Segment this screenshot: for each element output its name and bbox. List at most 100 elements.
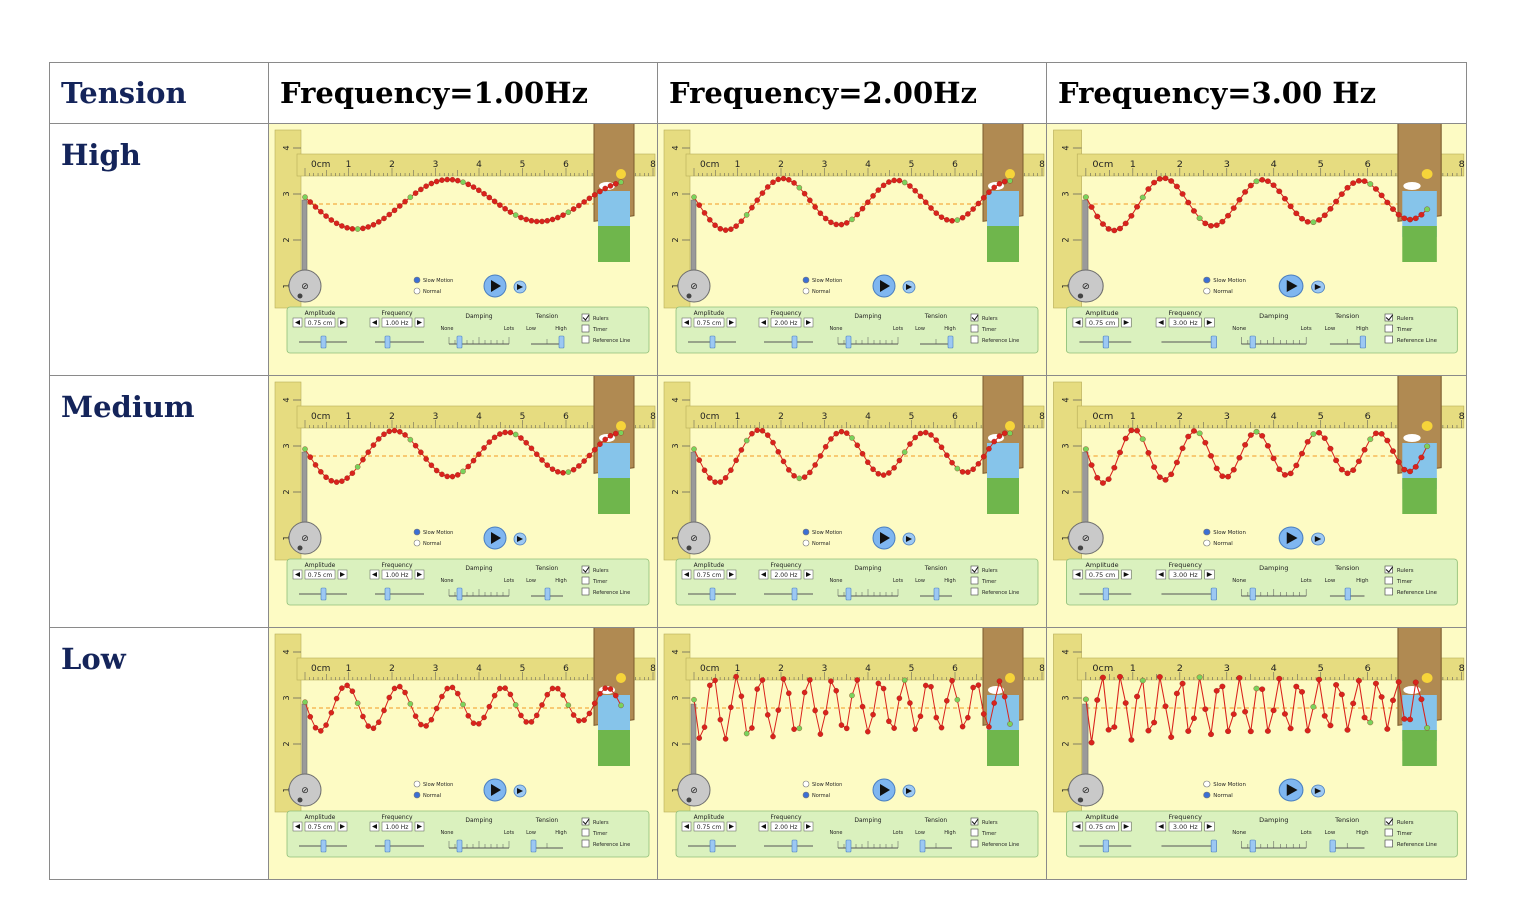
tension-slider-thumb[interactable] — [530, 839, 537, 853]
frequency-slider-thumb[interactable] — [1210, 335, 1217, 349]
checkbox[interactable] — [581, 324, 590, 333]
tension-slider-thumb[interactable] — [933, 587, 940, 601]
checkbox[interactable] — [581, 817, 590, 826]
checkbox[interactable] — [581, 565, 590, 574]
slow-motion-radio[interactable] — [1203, 780, 1211, 788]
tension-slider-thumb[interactable] — [544, 587, 551, 601]
ruler-label: 6 — [1365, 663, 1371, 674]
frequency-slider-thumb[interactable] — [791, 335, 798, 349]
checkbox[interactable] — [1384, 817, 1393, 826]
bead — [397, 203, 403, 209]
checkbox[interactable] — [1384, 587, 1393, 596]
normal-radio[interactable] — [802, 539, 810, 547]
normal-radio[interactable] — [802, 791, 810, 799]
checkbox[interactable] — [1384, 335, 1393, 344]
bead — [696, 202, 703, 208]
tension-slider-thumb[interactable] — [1359, 335, 1366, 349]
amplitude-slider-thumb[interactable] — [1102, 587, 1109, 601]
normal-radio[interactable] — [413, 791, 421, 799]
tension-slider-thumb[interactable] — [947, 335, 954, 349]
checkbox[interactable] — [581, 839, 590, 848]
frequency-slider-thumb[interactable] — [384, 839, 391, 853]
slow-motion-radio[interactable] — [802, 276, 810, 284]
slow-motion-radio[interactable] — [413, 276, 421, 284]
bead — [407, 194, 414, 200]
normal-radio[interactable] — [1203, 791, 1211, 799]
amplitude-slider-thumb[interactable] — [709, 335, 716, 349]
damping-slider-thumb[interactable] — [845, 839, 852, 853]
normal-radio[interactable] — [1203, 287, 1211, 295]
amplitude-slider-thumb[interactable] — [709, 587, 716, 601]
tension-slider-thumb[interactable] — [1344, 587, 1351, 601]
normal-radio[interactable] — [1203, 539, 1211, 547]
checkbox[interactable] — [581, 313, 590, 322]
tension-slider-thumb[interactable] — [919, 839, 926, 853]
checkbox[interactable] — [1384, 313, 1393, 322]
bead — [1276, 466, 1283, 473]
amplitude-slider-thumb[interactable] — [709, 839, 716, 853]
wave-sim-high-2hz: 4 3 2 1 0cm 1 2 3 4 5 6 8 ⊘ Slow Motion Normal Amplitud… — [658, 124, 1046, 375]
damping-slider-thumb[interactable] — [1249, 587, 1256, 601]
wheel-handle — [297, 545, 303, 551]
header-cell-freq3: Frequency=3.00 Hz — [1046, 62, 1467, 124]
checkbox[interactable] — [970, 565, 979, 574]
normal-radio[interactable] — [802, 287, 810, 295]
normal-radio[interactable] — [413, 539, 421, 547]
damping-lots-label: Lots — [1301, 830, 1312, 836]
checkbox[interactable] — [1384, 839, 1393, 848]
window-grass — [987, 478, 1019, 514]
damping-slider-thumb[interactable] — [1249, 335, 1256, 349]
tension-label: Tension — [535, 313, 559, 320]
ruler-label: 5 — [909, 664, 915, 674]
frequency-slider-thumb[interactable] — [1210, 839, 1217, 853]
amplitude-slider-thumb[interactable] — [320, 335, 327, 349]
slow-motion-radio[interactable] — [1203, 528, 1211, 536]
amplitude-slider-thumb[interactable] — [1102, 335, 1109, 349]
slow-motion-radio[interactable] — [413, 780, 421, 788]
checkbox[interactable] — [970, 335, 979, 344]
frequency-slider-thumb[interactable] — [384, 335, 391, 349]
checkbox-label: Timer — [981, 327, 997, 333]
checkbox[interactable] — [1384, 324, 1393, 333]
checkbox[interactable] — [1384, 565, 1393, 574]
bead — [1270, 182, 1277, 188]
amplitude-slider-thumb[interactable] — [1102, 839, 1109, 853]
checkbox[interactable] — [581, 576, 590, 585]
slow-motion-radio[interactable] — [802, 780, 810, 788]
amplitude-slider-thumb[interactable] — [320, 839, 327, 853]
checkbox[interactable] — [1384, 576, 1393, 585]
damping-slider-thumb[interactable] — [456, 839, 463, 853]
checkbox[interactable] — [970, 313, 979, 322]
checkbox[interactable] — [581, 335, 590, 344]
checkbox[interactable] — [581, 828, 590, 837]
damping-slider-thumb[interactable] — [456, 587, 463, 601]
frequency-slider-thumb[interactable] — [791, 839, 798, 853]
checkbox[interactable] — [1384, 828, 1393, 837]
checkbox[interactable] — [970, 839, 979, 848]
frequency-slider-thumb[interactable] — [1210, 587, 1217, 601]
normal-radio[interactable] — [413, 287, 421, 295]
checkbox[interactable] — [581, 587, 590, 596]
amplitude-slider-thumb[interactable] — [320, 587, 327, 601]
slow-motion-radio[interactable] — [1203, 276, 1211, 284]
bead — [1099, 221, 1106, 227]
amplitude-label: Amplitude — [694, 814, 725, 821]
checkbox[interactable] — [970, 576, 979, 585]
frequency-slider-thumb[interactable] — [384, 587, 391, 601]
checkbox[interactable] — [970, 828, 979, 837]
bead — [1412, 679, 1419, 686]
frequency-slider-thumb[interactable] — [791, 587, 798, 601]
tension-slider-thumb[interactable] — [558, 335, 565, 349]
damping-slider-thumb[interactable] — [845, 335, 852, 349]
amplitude-label: Amplitude — [1085, 310, 1118, 317]
checkbox[interactable] — [970, 817, 979, 826]
checkbox[interactable] — [970, 324, 979, 333]
tension-slider-thumb[interactable] — [1329, 839, 1336, 853]
bead — [780, 458, 787, 465]
slow-motion-radio[interactable] — [413, 528, 421, 536]
checkbox[interactable] — [970, 587, 979, 596]
damping-slider-thumb[interactable] — [1249, 839, 1256, 853]
damping-slider-thumb[interactable] — [845, 587, 852, 601]
damping-slider-thumb[interactable] — [456, 335, 463, 349]
slow-motion-radio[interactable] — [802, 528, 810, 536]
